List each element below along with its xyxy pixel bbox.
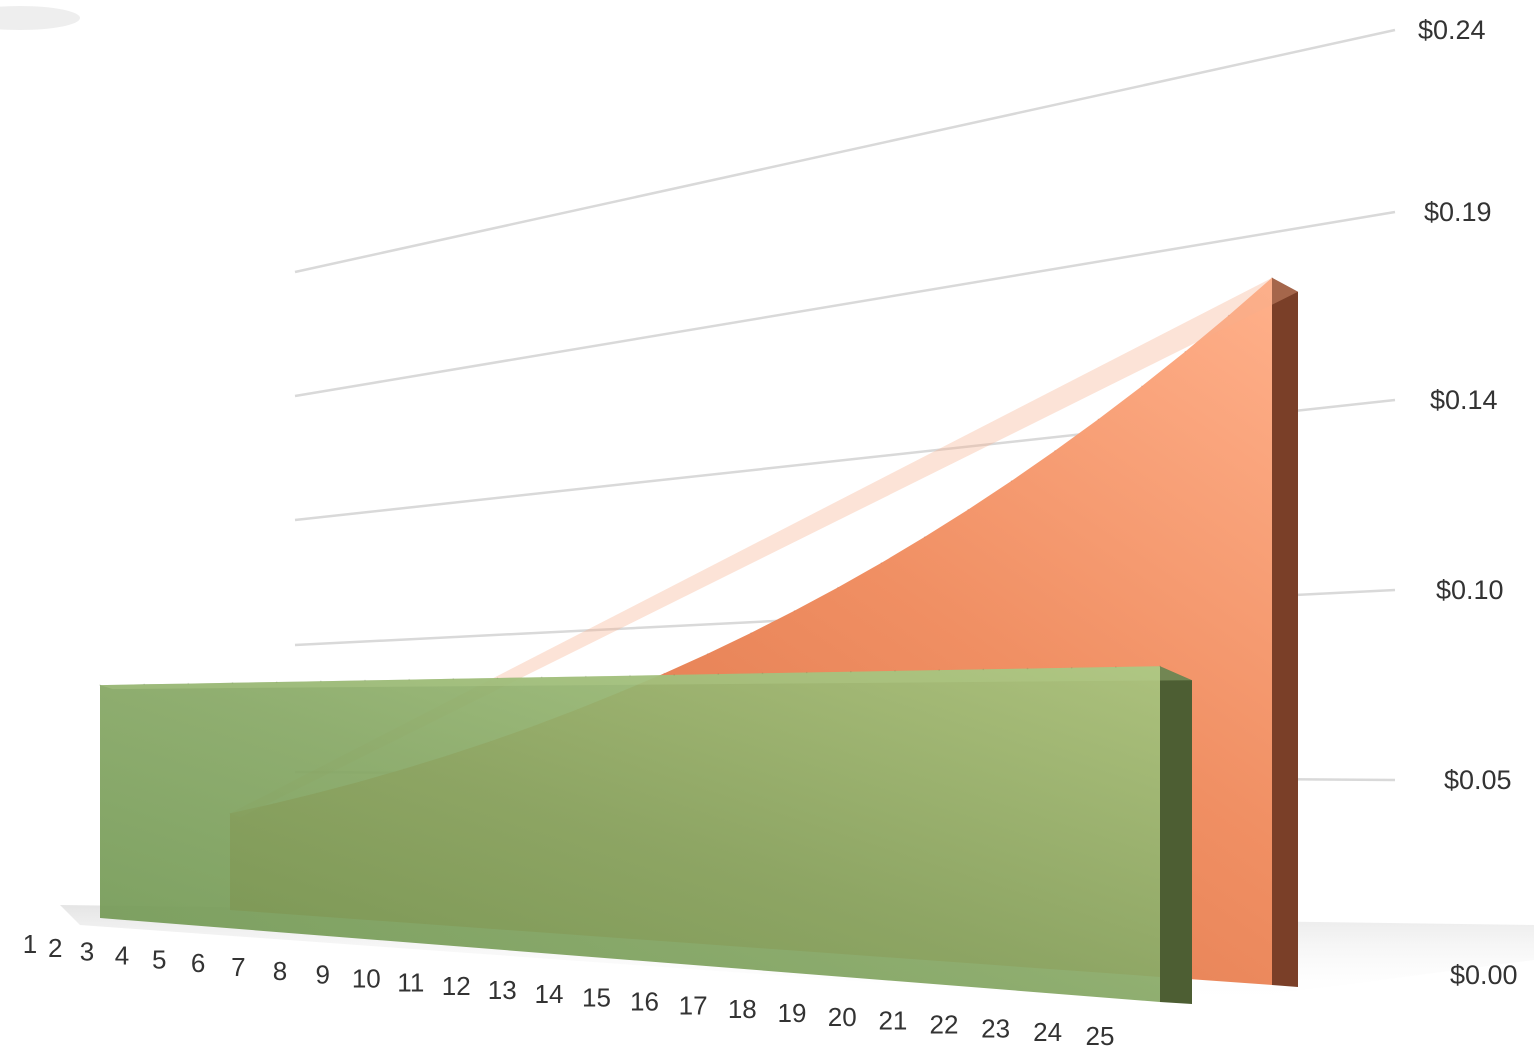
series-1-point	[837, 586, 839, 589]
x-tick-label: 22	[930, 1010, 959, 1040]
series-1-point	[967, 508, 969, 511]
series-1-point	[663, 672, 665, 675]
series-2-point	[231, 682, 234, 684]
y-tick-label: $0.00	[1450, 960, 1518, 990]
series-2-point	[364, 679, 366, 682]
series-2-point	[452, 678, 455, 680]
series-2-point	[850, 670, 852, 673]
x-tick-label: 21	[878, 1006, 907, 1036]
x-tick-label: 25	[1086, 1021, 1115, 1051]
x-tick-label: 17	[679, 990, 708, 1020]
series-1-point	[1271, 277, 1273, 279]
series-2-point	[1070, 667, 1073, 669]
series-2-point	[761, 672, 764, 675]
series-1-point	[706, 652, 709, 655]
series-2-point	[894, 670, 896, 672]
series-2-point	[143, 683, 145, 686]
x-tick-label: 11	[397, 967, 424, 997]
series-2-point	[408, 678, 411, 681]
series-front-layer	[99, 665, 1192, 1004]
x-tick-label: 1	[23, 929, 37, 959]
y-tick-label: $0.05	[1444, 765, 1512, 795]
series-1-point	[1097, 418, 1100, 421]
x-tick-label: 5	[152, 944, 166, 974]
x-tick-label: 18	[728, 994, 757, 1024]
series-2-point	[982, 668, 985, 671]
x-tick-label: 23	[981, 1013, 1010, 1043]
series-1-point	[1184, 350, 1186, 353]
x-tick-label: 19	[778, 998, 807, 1028]
series-1-point	[923, 536, 926, 538]
x-tick-label: 16	[630, 987, 659, 1017]
y-tick-label: $0.19	[1424, 197, 1492, 227]
x-tick-label: 3	[80, 937, 94, 967]
corner-shadow	[0, 6, 80, 30]
x-tick-label: 14	[535, 979, 564, 1009]
series-1-point	[750, 632, 752, 634]
x-tick-label: 2	[48, 933, 62, 963]
y-axis-ticks: $0.00 $0.05 $0.10 $0.14 $0.19 $0.24	[1418, 15, 1518, 990]
series-2-point	[585, 675, 587, 678]
series-2-point	[1026, 667, 1029, 670]
series-1-point	[1141, 385, 1143, 388]
series-1-point	[793, 610, 796, 612]
series-1-point	[1010, 480, 1013, 482]
series-1-side	[1272, 277, 1298, 987]
x-tick-label: 12	[442, 971, 471, 1001]
series-2-point	[275, 681, 278, 683]
series-2-side	[1160, 666, 1192, 1004]
x-tick-label: 4	[115, 941, 129, 971]
x-tick-label: 8	[273, 956, 287, 986]
series-1-point	[1227, 314, 1230, 317]
series-2-point	[673, 674, 675, 676]
gridline	[294, 28, 1396, 274]
y-tick-label: $0.14	[1430, 385, 1498, 415]
series-2-point	[320, 680, 322, 682]
y-tick-label: $0.10	[1436, 575, 1504, 605]
series-2-point	[496, 677, 499, 679]
series-2-point	[1115, 666, 1117, 668]
x-tick-label: 7	[231, 952, 245, 982]
series-2-point	[187, 682, 190, 685]
series-2-point	[540, 676, 543, 678]
series-1-point	[1054, 450, 1056, 452]
series-2-point	[717, 673, 720, 675]
x-axis-ticks: 1 2 3 4 5 6 7 8 9 10 11 12 13 14 15 16 17 18 19 20 21 22 23 24 2…	[23, 929, 1115, 1051]
x-tick-label: 20	[828, 1002, 857, 1032]
series-2-area	[100, 666, 1160, 1002]
series-2-point	[805, 671, 808, 674]
series-1-point	[880, 562, 883, 564]
x-tick-label: 10	[352, 964, 381, 994]
series-2-point	[629, 674, 631, 677]
x-tick-label: 6	[191, 948, 205, 978]
series-2-point	[938, 669, 940, 671]
x-tick-label: 15	[582, 983, 611, 1013]
x-tick-label: 13	[488, 975, 517, 1005]
x-tick-label: 9	[315, 960, 329, 990]
y-tick-label: $0.24	[1418, 15, 1486, 45]
series-2-point	[1159, 665, 1161, 667]
x-tick-label: 24	[1033, 1017, 1062, 1047]
gridline	[294, 210, 1396, 398]
series-2-top	[100, 666, 1192, 690]
series-2-point	[99, 684, 101, 686]
